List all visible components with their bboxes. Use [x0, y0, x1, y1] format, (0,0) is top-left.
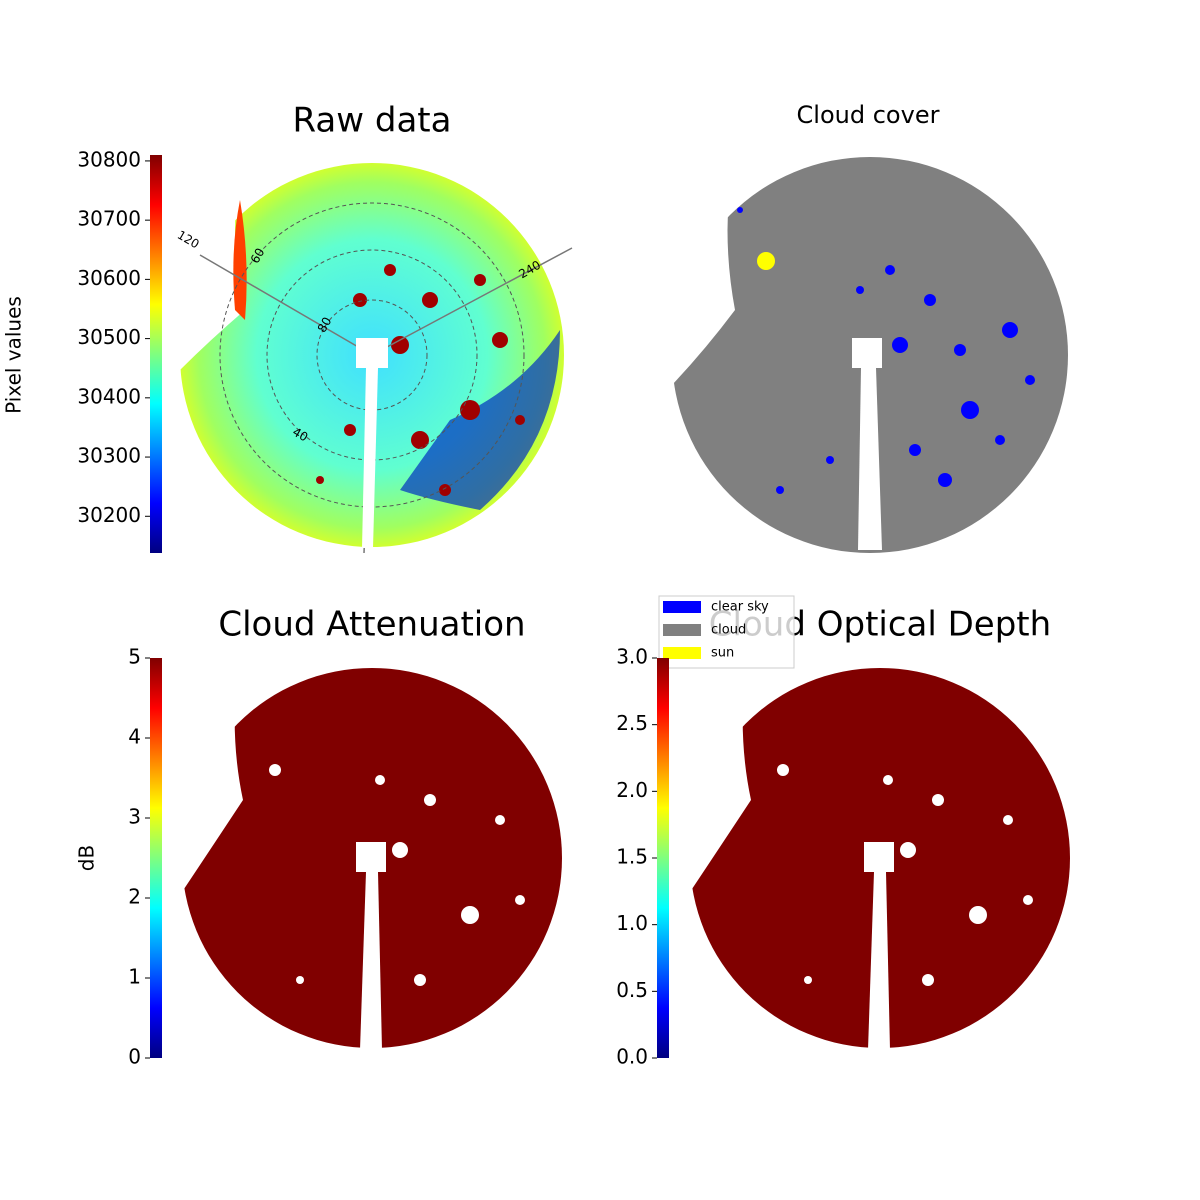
colorbar-tick-label: 5: [128, 645, 141, 669]
legend-swatch: [663, 601, 701, 613]
legend-label: sun: [711, 646, 734, 661]
colorbar-tick-label: 30400: [77, 384, 141, 408]
polar-label: 60: [248, 246, 268, 266]
colorbar-tick-label: 4: [128, 725, 141, 749]
title: Raw data: [293, 101, 452, 141]
colorbar-tick-label: 1: [128, 965, 141, 989]
colorbar-tick-label: 0: [128, 1045, 141, 1069]
colorbar-tick-label: 30200: [77, 503, 141, 527]
cloud-cover-image: [660, 150, 1068, 553]
colorbar-tick-label: 3.0: [616, 645, 648, 669]
colorbar: [657, 658, 669, 1058]
colorbar-label: dB: [75, 845, 99, 871]
polar-label: 40: [290, 425, 310, 445]
colorbar-tick-label: 0.5: [616, 978, 648, 1002]
colorbar-tick-label: 2.0: [616, 778, 648, 802]
legend-label: cloud: [711, 623, 746, 638]
colorbar-tick-label: 1.5: [616, 845, 648, 869]
colorbar: [150, 155, 162, 553]
optical-depth-image: [688, 650, 1070, 1050]
colorbar-tick-label: 30800: [77, 147, 141, 171]
colorbar-tick-label: 2.5: [616, 711, 648, 735]
colorbar-label: Pixel values: [2, 296, 26, 414]
colorbar-tick-label: 0.0: [616, 1045, 648, 1069]
colorbar-tick-label: 30700: [77, 207, 141, 231]
colorbar-tick-label: 30500: [77, 325, 141, 349]
attenuation-image: [180, 650, 562, 1050]
colorbar-tick-label: 30600: [77, 266, 141, 290]
colorbar-tick-label: 3: [128, 805, 141, 829]
raw-image: [180, 150, 573, 554]
legend-swatch: [663, 647, 701, 659]
legend-swatch: [663, 624, 701, 636]
title: Cloud Attenuation: [218, 605, 525, 645]
colorbar-tick-label: 30300: [77, 444, 141, 468]
polar-label: 80: [315, 315, 335, 335]
title: Cloud cover: [797, 101, 940, 129]
colorbar: [150, 658, 162, 1058]
colorbar-tick-label: 2: [128, 885, 141, 909]
colorbar-tick-label: 1.0: [616, 911, 648, 935]
legend-label: clear sky: [711, 600, 769, 615]
